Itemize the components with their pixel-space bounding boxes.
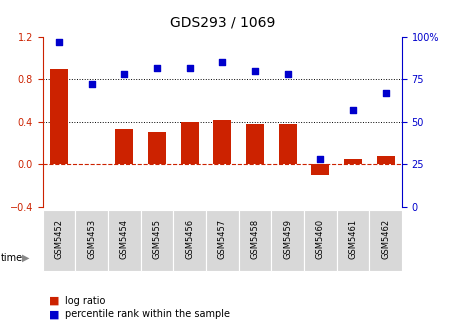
Text: ▶: ▶ (22, 253, 29, 263)
Bar (115, 129, 133, 164)
Point (251, 68, 259, 74)
Text: GSM5459: GSM5459 (283, 219, 292, 259)
Text: ■: ■ (49, 296, 60, 306)
Point (121, 72, 128, 77)
Bar (369, 210, 402, 271)
Text: GSM5455: GSM5455 (153, 219, 162, 259)
Bar (141, 210, 173, 271)
Text: GSM5457: GSM5457 (218, 219, 227, 259)
Text: GSM5462: GSM5462 (381, 219, 390, 259)
Text: GSM5452: GSM5452 (54, 219, 63, 259)
Bar (206, 210, 238, 271)
Bar (108, 210, 141, 271)
Point (88, 82, 95, 87)
Text: time: time (1, 253, 23, 263)
Text: 240 minute: 240 minute (325, 253, 381, 263)
Text: ■: ■ (49, 309, 60, 319)
Point (55, 39, 62, 45)
Text: log ratio: log ratio (65, 296, 106, 306)
Bar (180, 122, 198, 164)
Bar (238, 210, 271, 271)
Bar (173, 210, 206, 271)
Bar (141, 245, 206, 270)
Text: GSM5453: GSM5453 (87, 219, 96, 259)
Bar (75, 210, 108, 271)
Text: percentile rank within the sample: percentile rank within the sample (65, 309, 230, 319)
Bar (377, 156, 395, 164)
Bar (43, 210, 75, 271)
Bar (304, 245, 402, 270)
Bar (213, 120, 231, 164)
Bar (271, 210, 304, 271)
Bar (148, 132, 166, 164)
Text: GSM5461: GSM5461 (348, 219, 357, 259)
Text: GSM5460: GSM5460 (316, 219, 325, 259)
Point (154, 65, 161, 70)
Point (284, 72, 291, 77)
Bar (206, 245, 304, 270)
Bar (311, 164, 329, 175)
Text: GSM5454: GSM5454 (120, 219, 129, 259)
Point (219, 60, 226, 65)
Bar (43, 245, 141, 270)
Bar (246, 124, 264, 164)
Text: 120 minute: 120 minute (227, 253, 283, 263)
Text: GSM5456: GSM5456 (185, 219, 194, 259)
Point (349, 107, 357, 113)
Text: GDS293 / 1069: GDS293 / 1069 (170, 15, 275, 29)
Text: 30 minute: 30 minute (66, 253, 117, 263)
Text: GSM5458: GSM5458 (251, 219, 260, 259)
Bar (344, 159, 362, 164)
Bar (337, 210, 369, 271)
Bar (278, 124, 296, 164)
Point (186, 65, 193, 70)
Text: 60 minute: 60 minute (148, 253, 198, 263)
Bar (50, 69, 68, 164)
Point (317, 157, 324, 162)
Point (382, 90, 389, 96)
Bar (304, 210, 337, 271)
